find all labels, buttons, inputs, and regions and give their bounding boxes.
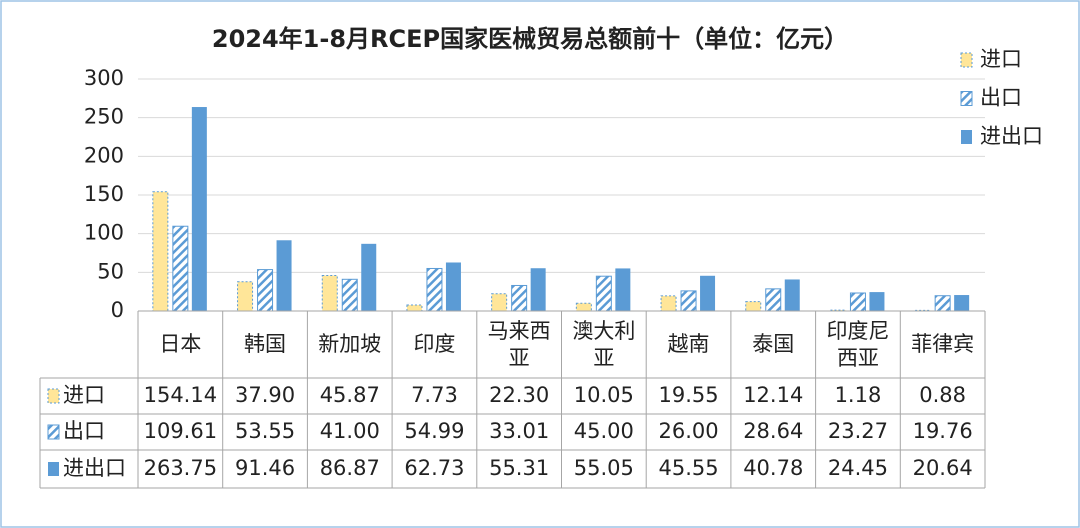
table-row-label: 进口 [63, 383, 105, 407]
table-row-label: 进出口 [63, 456, 126, 480]
x-tick-label: 澳大利亚 [572, 318, 636, 370]
legend-label: 进口 [980, 47, 1022, 71]
bar [152, 191, 169, 312]
table-cell: 154.14 [144, 383, 217, 407]
bar [765, 288, 782, 312]
bar [237, 281, 254, 312]
bar [615, 268, 631, 311]
x-tick-label: 印度 [413, 332, 456, 356]
table-cell: 28.64 [743, 419, 803, 443]
y-tick-label: 200 [84, 143, 124, 167]
table-cell: 45.87 [320, 383, 380, 407]
legend-label: 进出口 [980, 124, 1043, 148]
table-cell: 45.55 [658, 456, 718, 480]
table-cell: 23.27 [828, 419, 888, 443]
table-cell: 54.99 [404, 419, 464, 443]
bar [934, 295, 951, 312]
table-row-label: 出口 [63, 419, 105, 443]
table-cell: 12.14 [743, 383, 803, 407]
legend-swatch [47, 424, 60, 440]
bar [784, 279, 800, 311]
bar [869, 292, 885, 311]
table-cell: 22.30 [489, 383, 549, 407]
bar [445, 262, 461, 311]
x-tick-label: 韩国 [244, 332, 287, 356]
bar [426, 267, 443, 312]
y-tick-label: 0 [111, 298, 124, 322]
table-cell: 109.61 [144, 419, 217, 443]
y-tick-label: 250 [84, 105, 124, 129]
bar [341, 278, 358, 312]
legend-swatch [48, 462, 59, 476]
y-tick-label: 150 [84, 182, 124, 206]
x-tick-label: 印度尼西亚 [826, 318, 890, 370]
bar [595, 275, 612, 312]
x-tick-label: 马来西亚 [487, 318, 551, 370]
x-tick-label: 新加坡 [318, 332, 382, 356]
x-tick-label: 菲律宾 [911, 332, 975, 356]
table-cell: 20.64 [913, 456, 973, 480]
table-cell: 91.46 [235, 456, 295, 480]
bar [849, 292, 866, 312]
legend-swatch [960, 52, 973, 68]
bar [680, 290, 697, 312]
bar [745, 301, 762, 312]
x-tick-label: 泰国 [752, 332, 795, 356]
bar [321, 275, 338, 312]
bar [276, 240, 292, 311]
table-cell: 37.90 [235, 383, 295, 407]
bar [172, 225, 189, 312]
bar [361, 243, 377, 311]
bar [700, 275, 716, 311]
y-tick-label: 100 [84, 221, 124, 245]
table-cell: 7.73 [411, 383, 458, 407]
legend-swatch [960, 91, 973, 106]
table-cell: 53.55 [235, 419, 295, 443]
table-cell: 86.87 [320, 456, 380, 480]
bar [575, 302, 592, 312]
table-cell: 33.01 [489, 419, 549, 443]
bar [660, 295, 677, 312]
y-tick-label: 50 [97, 259, 124, 283]
table-cell: 263.75 [144, 456, 217, 480]
chart-title: 2024年1-8月RCEP国家医械贸易总额前十（单位：亿元） [212, 25, 848, 53]
table-cell: 10.05 [574, 383, 634, 407]
table-cell: 19.55 [658, 383, 718, 407]
table-cell: 26.00 [658, 419, 718, 443]
table-cell: 19.76 [913, 419, 973, 443]
table-cell: 41.00 [320, 419, 380, 443]
bar [191, 107, 207, 312]
bar [954, 295, 970, 311]
x-tick-label: 越南 [667, 332, 710, 356]
bar [491, 293, 508, 312]
table-cell: 1.18 [835, 383, 882, 407]
legend-swatch [47, 388, 60, 404]
legend-swatch [961, 130, 972, 144]
table-cell: 55.31 [489, 456, 549, 480]
bar [511, 284, 528, 312]
bar [257, 269, 274, 312]
table-cell: 24.45 [828, 456, 888, 480]
table-cell: 55.05 [574, 456, 634, 480]
legend-label: 出口 [980, 86, 1022, 110]
y-tick-label: 300 [84, 66, 124, 90]
table-cell: 40.78 [743, 456, 803, 480]
bar [530, 268, 546, 311]
table-cell: 62.73 [404, 456, 464, 480]
x-tick-label: 日本 [159, 332, 202, 356]
table-cell: 45.00 [574, 419, 634, 443]
table-cell: 0.88 [919, 383, 966, 407]
